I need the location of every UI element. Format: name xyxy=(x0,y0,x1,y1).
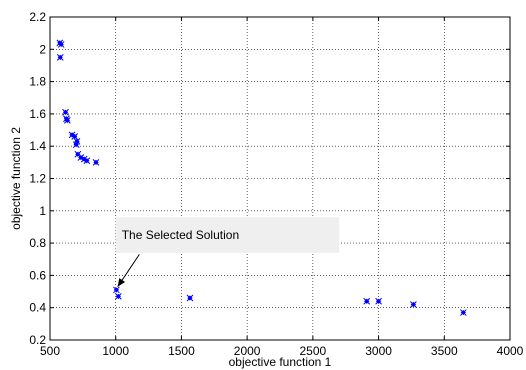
x-tick-label: 4000 xyxy=(497,344,524,358)
x-tick-label: 3500 xyxy=(431,344,458,358)
x-tick-label: 1500 xyxy=(168,344,195,358)
data-point xyxy=(114,293,122,300)
x-tick-label: 1000 xyxy=(102,344,129,358)
data-point xyxy=(57,41,65,48)
y-tick-label: 1 xyxy=(39,204,46,218)
x-tick-label: 3000 xyxy=(365,344,392,358)
data-point-stroke xyxy=(77,154,85,161)
data-point-stroke xyxy=(80,155,88,163)
data-point-stroke xyxy=(68,131,76,139)
data-point xyxy=(113,286,120,294)
data-point-stroke xyxy=(186,294,194,302)
data-point xyxy=(62,108,69,116)
y-tick-label: 1.8 xyxy=(29,75,46,89)
annotation-text: The Selected Solution xyxy=(122,228,239,242)
data-point-stroke xyxy=(63,117,71,124)
data-point-stroke xyxy=(62,108,69,116)
data-point-stroke xyxy=(375,297,382,305)
y-tick-label: 0.4 xyxy=(29,301,46,315)
y-tick-label: 2.2 xyxy=(29,10,46,24)
data-point-stroke xyxy=(72,141,80,148)
data-point-stroke xyxy=(56,54,64,61)
x-tick-labels: 500 1000 1500 2000 2500 3000 3500 4000 xyxy=(40,344,524,358)
data-point-stroke xyxy=(92,158,100,166)
data-point xyxy=(186,294,194,302)
data-point-stroke xyxy=(83,157,91,165)
data-point-stroke xyxy=(113,286,120,294)
x-tick-label: 500 xyxy=(40,344,60,358)
data-point xyxy=(459,309,467,316)
data-point xyxy=(375,297,382,305)
x-tick-label: 2000 xyxy=(234,344,261,358)
data-point-stroke xyxy=(114,293,122,300)
data-point xyxy=(410,301,417,308)
axis-ticks xyxy=(49,16,511,341)
annotation-arrow-head xyxy=(117,278,126,287)
data-point-stroke xyxy=(57,41,65,48)
data-point xyxy=(71,133,79,140)
y-tick-label: 2 xyxy=(39,42,46,56)
y-tick-labels: 0.2 0.4 0.6 0.8 1 1.2 1.4 1.6 1.8 2 2.2 xyxy=(29,10,46,347)
data-point-stroke xyxy=(74,150,82,158)
y-axis-label: objective function 2 xyxy=(9,127,23,230)
y-tick-label: 0.6 xyxy=(29,268,46,282)
data-point xyxy=(72,141,80,148)
plot-area xyxy=(50,17,510,340)
y-tick-label: 1.6 xyxy=(29,107,46,121)
data-points xyxy=(56,39,467,316)
data-point-stroke xyxy=(410,301,417,308)
y-tick-label: 1.4 xyxy=(29,139,46,153)
data-point xyxy=(363,297,371,305)
data-point-stroke xyxy=(71,133,79,140)
y-tick-label: 0.2 xyxy=(29,333,46,347)
annotation: The Selected Solution xyxy=(115,217,340,287)
y-tick-label: 1.2 xyxy=(29,172,46,186)
data-point-stroke xyxy=(363,297,371,305)
data-point xyxy=(92,158,100,166)
data-point xyxy=(56,54,64,61)
x-axis-label: objective function 1 xyxy=(229,355,332,369)
annotation-box xyxy=(115,217,340,253)
data-point xyxy=(83,157,91,165)
data-point xyxy=(63,117,71,124)
x-tick-label: 2500 xyxy=(300,344,327,358)
y-tick-label: 0.8 xyxy=(29,236,46,250)
data-point-stroke xyxy=(459,309,467,316)
